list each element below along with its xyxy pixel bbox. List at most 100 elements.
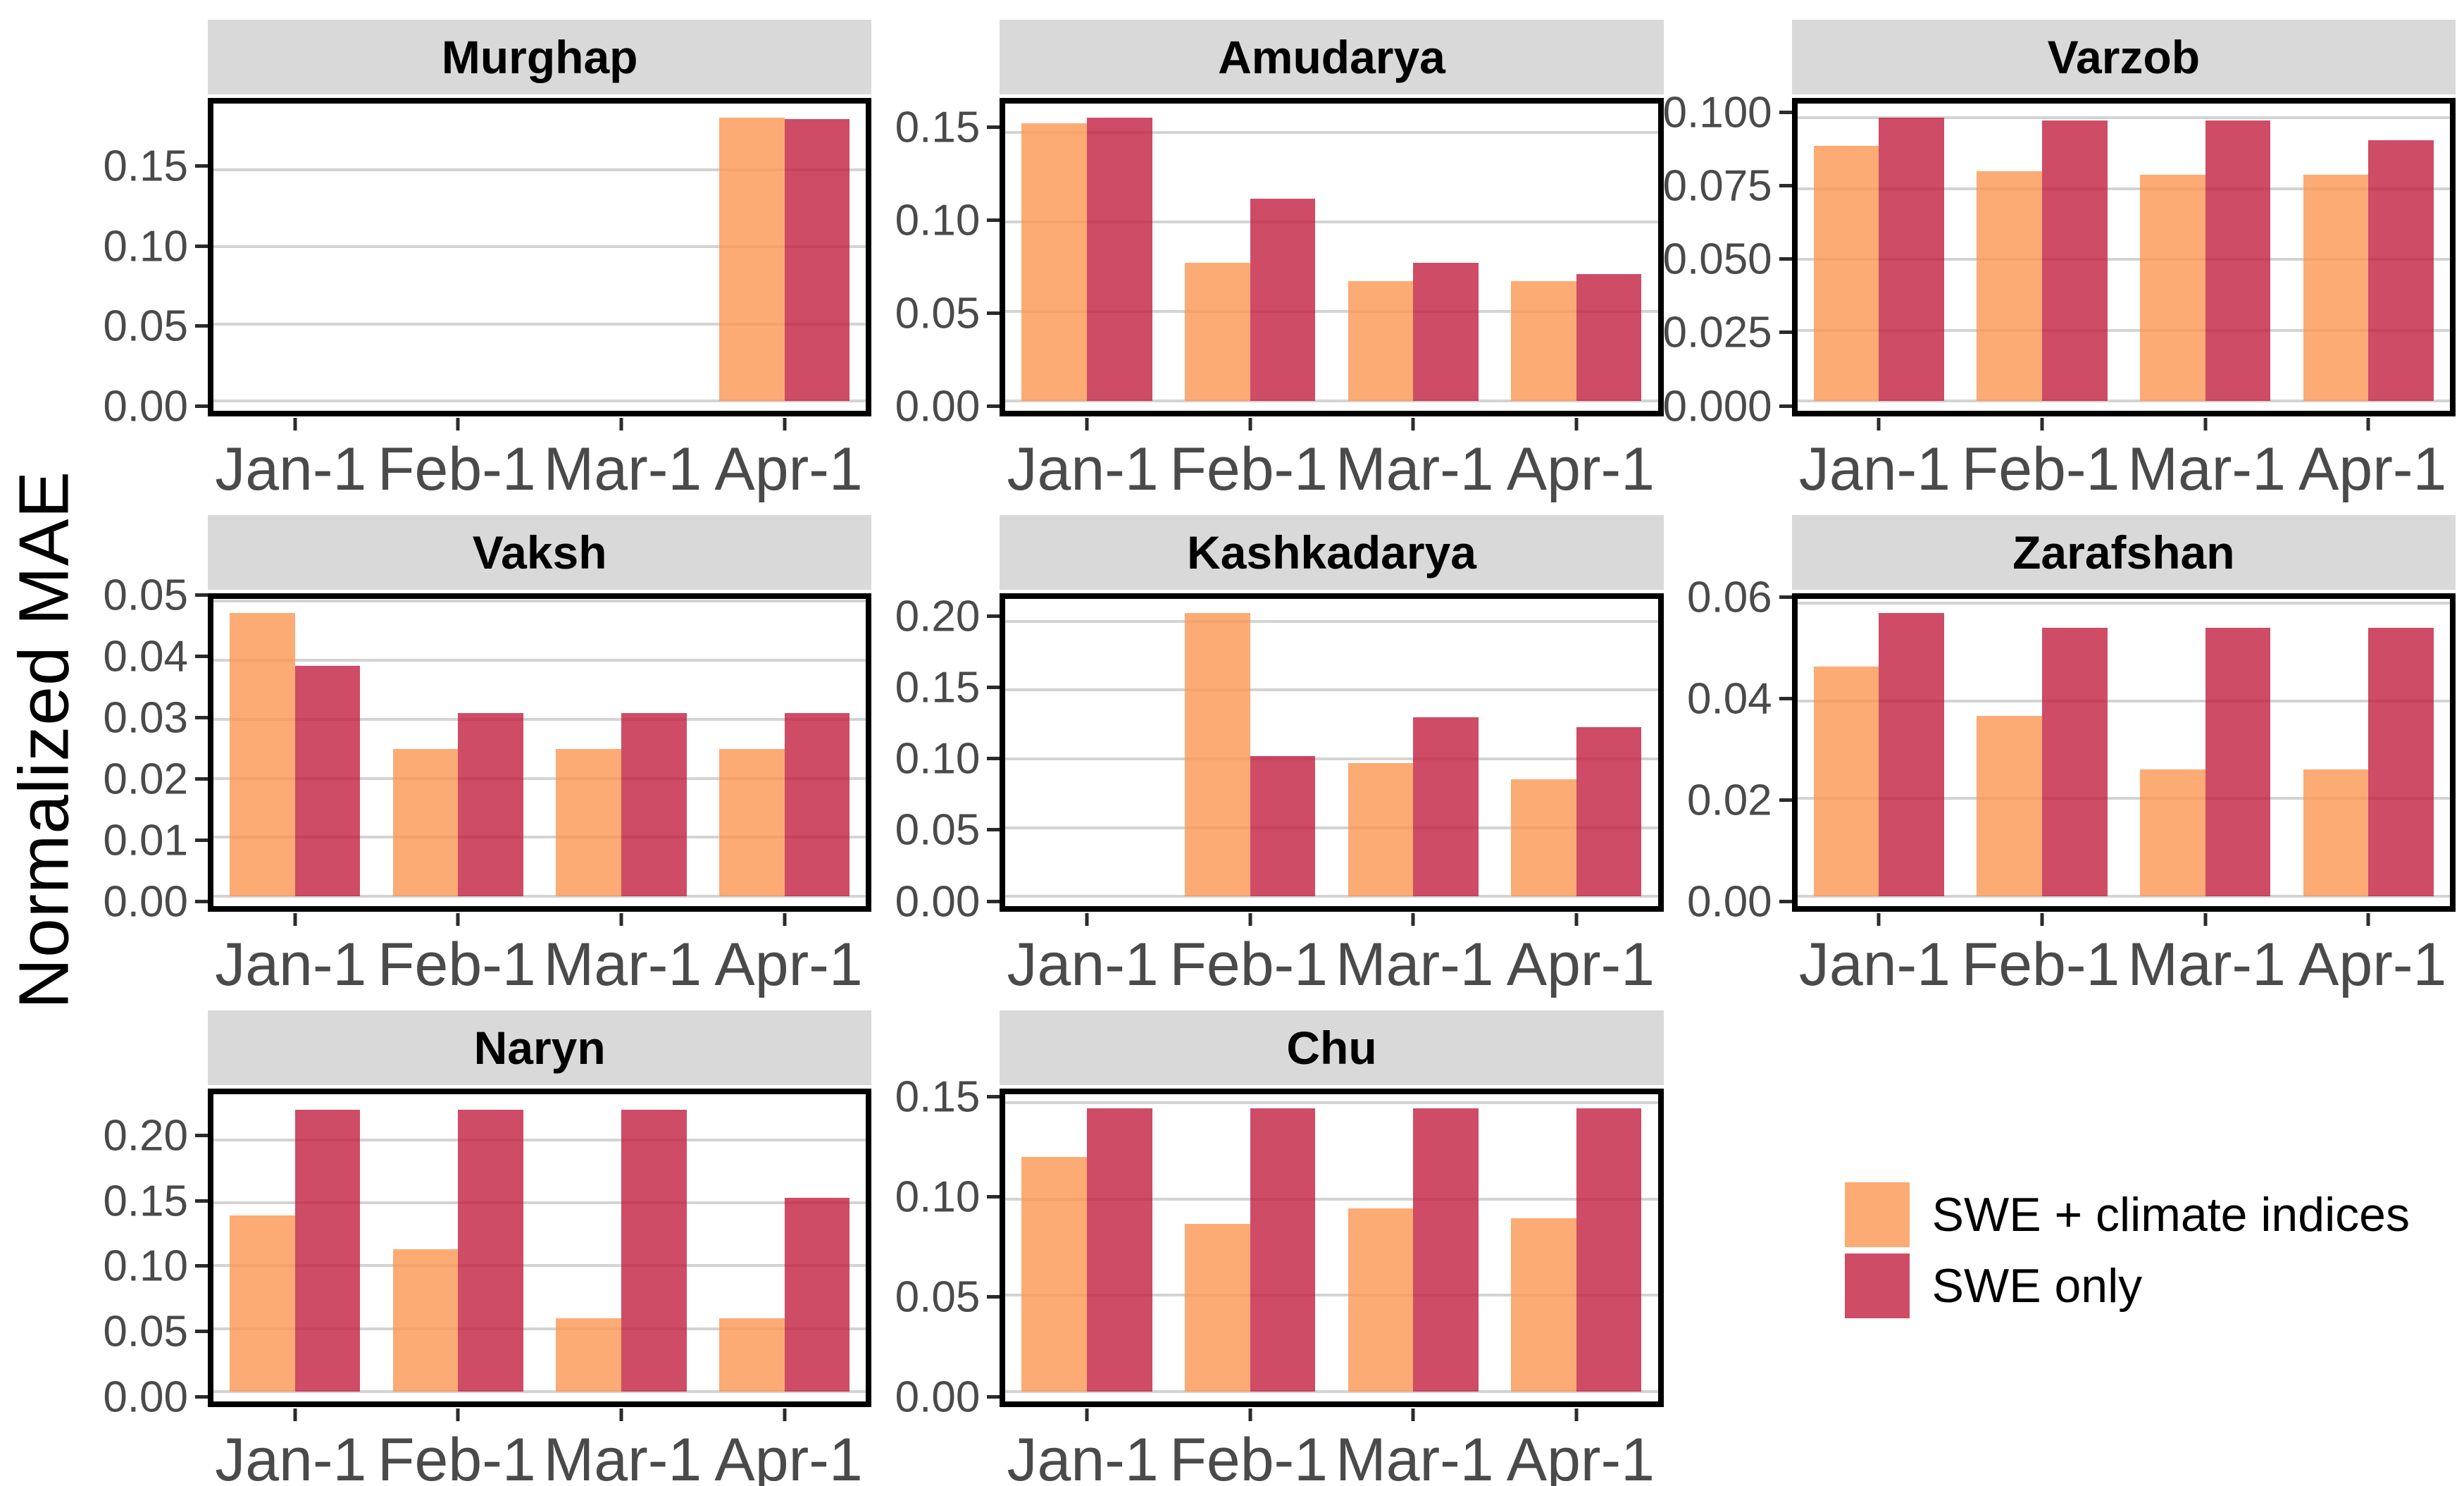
x-tick-label: Jan-1 [215, 931, 367, 998]
legend-swatch-swe-only-icon [1844, 1253, 1910, 1318]
x-tick-mark [1574, 418, 1579, 431]
x-tick-mark [456, 418, 460, 431]
y-tick-label: 0.06 [1686, 573, 1772, 622]
x-tick-label: Apr-1 [714, 1426, 863, 1486]
y-tick-mark [987, 614, 1000, 618]
gridline [213, 322, 866, 326]
bar-swe-only [621, 1109, 687, 1392]
y-tick-label: 0.025 [1662, 308, 1772, 357]
x-tick-label: Mar-1 [543, 435, 702, 503]
gridline [213, 1327, 866, 1330]
plot-row: 0.00 0.05 0.10 0.15 [880, 98, 1664, 431]
bar-swe-climate-indices [1021, 123, 1088, 402]
x-tick-mark [456, 913, 460, 926]
y-tick-mark [987, 899, 1000, 903]
y-tick-mark [987, 1095, 1000, 1099]
x-tick-label: Jan-1 [215, 1426, 367, 1486]
x-tick-label: Jan-1 [1798, 931, 1951, 998]
x-tick-label: Feb-1 [1961, 435, 2120, 503]
y-tick-mark [987, 311, 1000, 315]
plot-panel [1791, 98, 2456, 431]
gridline [1797, 116, 2450, 120]
gridline [213, 1390, 866, 1394]
bar-swe-climate-indices [2303, 174, 2369, 402]
facet-title: Kashkadarya [1187, 526, 1476, 578]
gridline [1005, 1390, 1658, 1394]
gridline [1797, 602, 2450, 605]
y-tick-mark [195, 1329, 208, 1333]
x-tick-label: Apr-1 [2298, 435, 2447, 503]
bar-swe-climate-indices [1185, 613, 1250, 897]
y-tick-mark [987, 1195, 1000, 1199]
x-tick-label: Feb-1 [1169, 1426, 1329, 1486]
facet-title: Naryn [473, 1022, 606, 1074]
facet-panel: Varzob 0.000 0.025 0.050 0.075 0.100 Jan-1 Fe… [1663, 0, 2464, 503]
bar-swe-climate-indices [1348, 280, 1414, 402]
x-tick-label: Mar-1 [543, 931, 702, 998]
gridline [1005, 757, 1658, 760]
gridline [1005, 826, 1658, 829]
bar-swe-climate-indices [718, 1318, 785, 1392]
bar-swe-only [1087, 118, 1152, 402]
y-tick-mark [195, 776, 208, 781]
y-tick-mark [195, 324, 208, 328]
gridline [1005, 1197, 1658, 1201]
facet-panel: Murghap 0.00 0.05 0.10 0.15 Jan-1 Feb-1 Mar-1… [88, 0, 880, 503]
x-tick-label: Apr-1 [1506, 931, 1655, 998]
x-axis: Jan-1 Feb-1 Mar-1 Apr-1 [208, 912, 871, 998]
y-tick-label: 0.05 [103, 302, 188, 351]
x-tick-label: Mar-1 [2127, 931, 2286, 998]
y-tick-mark [195, 899, 208, 903]
y-tick-mark [1779, 595, 1792, 600]
gridline [1797, 699, 2450, 702]
y-tick-mark [1779, 697, 1792, 701]
bar-swe-only [2205, 627, 2271, 897]
y-axis-title: Normalized MAE [4, 470, 83, 1010]
gridline [1797, 895, 2450, 898]
gridline [1005, 1101, 1658, 1105]
gridline [213, 168, 866, 172]
bar-swe-only [1250, 1108, 1316, 1392]
x-tick-mark [783, 1408, 787, 1421]
gridline [213, 776, 866, 780]
bar-swe-only [1879, 118, 1945, 402]
y-tick-mark [987, 404, 1000, 408]
bar-swe-climate-indices [1348, 762, 1414, 897]
x-axis: Jan-1 Feb-1 Mar-1 Apr-1 [1792, 912, 2456, 998]
bar-swe-only [1576, 727, 1642, 897]
bar-swe-climate-indices [1977, 171, 2043, 402]
y-axis: 0.00 0.05 0.10 0.15 0.20 [88, 1089, 208, 1421]
y-axis: 0.00 0.05 0.10 0.15 [88, 98, 208, 431]
x-tick-mark [2203, 913, 2208, 926]
y-tick-label: 0.02 [1686, 776, 1772, 825]
gridline [213, 836, 866, 839]
y-tick-mark [1779, 330, 1792, 335]
bar-swe-only [294, 1109, 361, 1392]
gridline [213, 245, 866, 249]
facet-strip: Varzob [1791, 20, 2456, 94]
y-tick-label: 0.00 [103, 877, 188, 927]
y-tick-mark [195, 1264, 208, 1268]
x-tick-mark [1411, 1408, 1415, 1421]
y-tick-mark [195, 593, 208, 598]
facet-panel: Kashkadarya 0.00 0.05 0.10 0.15 0.20 Jan-1 Fe… [880, 495, 1672, 998]
gridline [213, 1264, 866, 1268]
facet-panel: Vaksh 0.00 0.01 0.02 0.03 0.04 0.05 Jan-1 Feb-… [88, 495, 880, 998]
x-tick-mark [293, 1408, 297, 1421]
y-tick-label: 0.10 [103, 1242, 188, 1291]
x-tick-label: Apr-1 [714, 435, 863, 503]
bar-swe-climate-indices [230, 613, 295, 897]
y-axis: 0.00 0.02 0.04 0.06 [1672, 574, 1792, 926]
y-tick-label: 0.075 [1662, 161, 1772, 211]
x-axis: Jan-1 Feb-1 Mar-1 Apr-1 [1000, 912, 1663, 998]
y-tick-label: 0.00 [103, 1373, 188, 1422]
x-tick-mark [1574, 913, 1579, 926]
y-tick-label: 0.04 [1686, 674, 1772, 724]
plot-panel [1000, 98, 1664, 431]
x-tick-mark [619, 418, 623, 431]
y-tick-label: 0.00 [895, 1373, 981, 1422]
y-tick-mark [987, 125, 1000, 130]
x-tick-mark [1877, 913, 1881, 926]
x-axis: Jan-1 Feb-1 Mar-1 Apr-1 [1000, 1407, 1663, 1486]
gridline [1797, 797, 2450, 800]
